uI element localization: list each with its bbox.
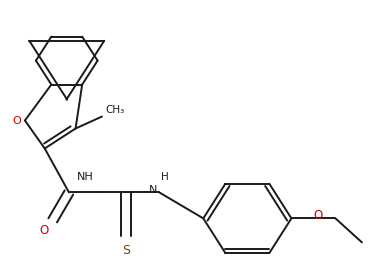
Text: O: O: [39, 224, 48, 236]
Text: O: O: [314, 209, 323, 222]
Text: S: S: [122, 244, 130, 257]
Text: NH: NH: [77, 172, 94, 182]
Text: N: N: [149, 185, 158, 195]
Text: O: O: [13, 115, 21, 126]
Text: CH₃: CH₃: [105, 105, 125, 115]
Text: H: H: [161, 172, 169, 182]
